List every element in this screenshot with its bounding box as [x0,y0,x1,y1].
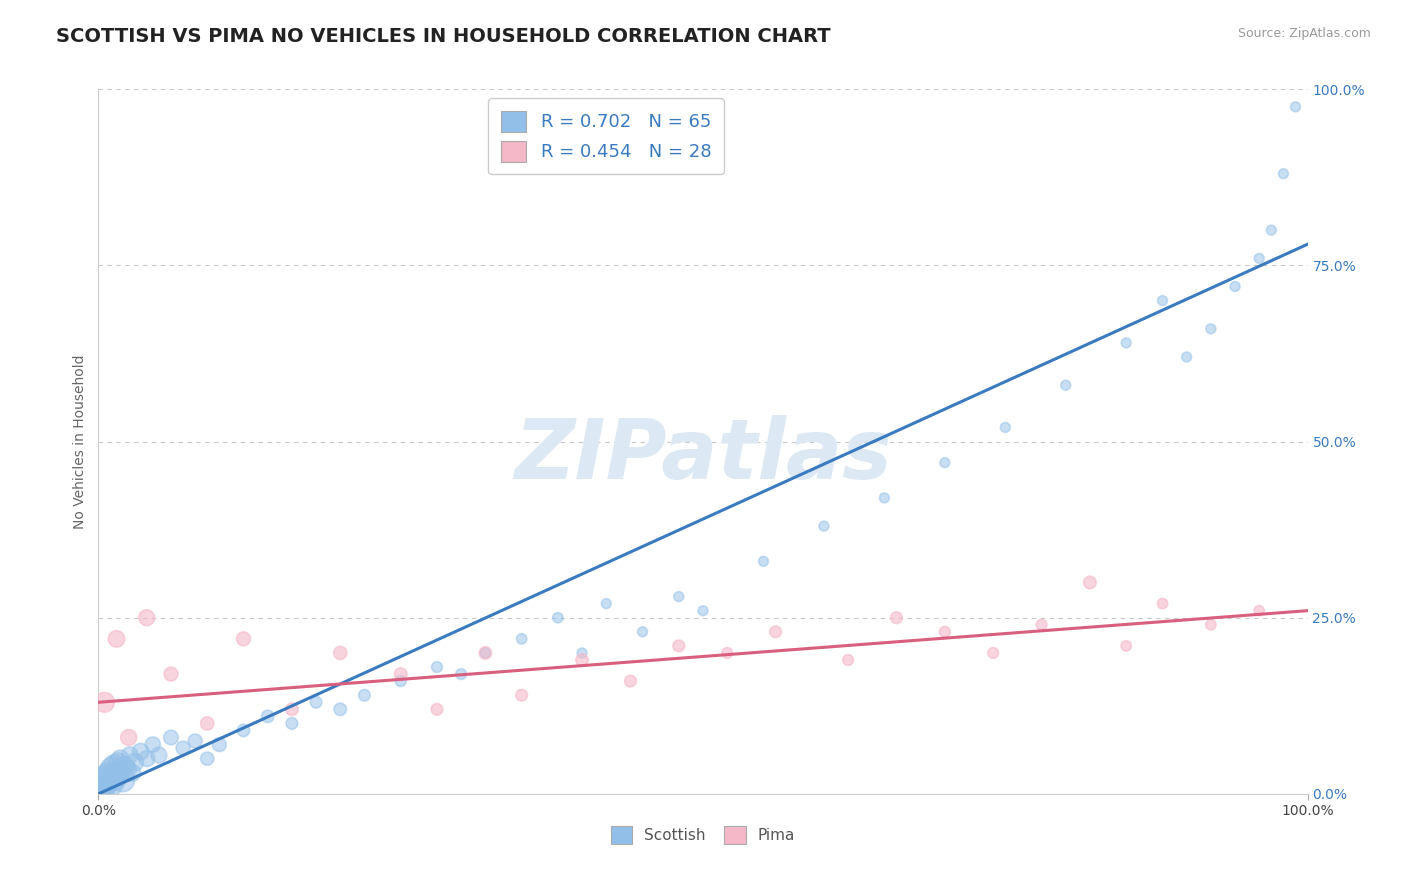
Point [510,632,533,646]
Point [426,660,449,674]
Point [93,695,115,709]
Point [510,688,533,702]
Point [100,776,122,790]
Point [474,646,496,660]
Point [668,639,690,653]
Point [1054,378,1077,392]
Legend: Scottish, Pima: Scottish, Pima [605,820,801,850]
Point [107,755,129,769]
Point [160,667,183,681]
Point [135,751,157,765]
Text: Source: ZipAtlas.com: Source: ZipAtlas.com [1237,27,1371,40]
Point [142,738,165,752]
Point [91,772,114,787]
Point [114,758,136,772]
Point [631,624,654,639]
Point [353,688,375,702]
Point [1152,293,1174,308]
Point [571,646,593,660]
Point [94,769,117,783]
Point [232,723,254,738]
Point [1249,604,1271,618]
Point [981,646,1004,660]
Point [108,769,131,783]
Point [195,716,218,731]
Point [98,772,121,787]
Point [837,653,859,667]
Y-axis label: No Vehicles in Household: No Vehicles in Household [73,354,87,529]
Point [765,624,787,639]
Point [124,755,146,769]
Point [716,646,738,660]
Point [329,702,352,716]
Point [886,610,908,624]
Point [450,667,472,681]
Point [172,741,194,756]
Point [934,456,956,470]
Point [426,702,449,716]
Point [305,695,328,709]
Point [118,748,141,763]
Point [1199,617,1222,632]
Text: ZIPatlas: ZIPatlas [515,415,891,496]
Point [1260,223,1282,237]
Point [117,762,139,776]
Text: SCOTTISH VS PIMA NO VEHICLES IN HOUSEHOLD CORRELATION CHART: SCOTTISH VS PIMA NO VEHICLES IN HOUSEHOL… [56,27,831,45]
Point [208,738,231,752]
Point [1115,335,1137,350]
Point [93,780,115,794]
Point [1031,617,1053,632]
Point [934,624,956,639]
Point [873,491,896,505]
Point [474,646,496,660]
Point [135,610,157,624]
Point [232,632,254,646]
Point [389,674,412,689]
Point [547,610,569,624]
Point [90,780,112,794]
Point [813,519,835,533]
Point [96,776,118,790]
Point [619,674,641,689]
Point [595,597,617,611]
Point [668,590,690,604]
Point [121,765,143,780]
Point [1078,575,1101,590]
Point [91,776,114,790]
Point [101,769,124,783]
Point [329,646,352,660]
Point [195,751,218,765]
Point [571,653,593,667]
Point [160,731,183,745]
Point [111,772,134,787]
Point [104,772,127,787]
Point [281,716,304,731]
Point [105,765,128,780]
Point [752,554,775,568]
Point [148,748,170,763]
Point [1223,279,1246,293]
Point [184,734,207,748]
Point [1152,597,1174,611]
Point [108,751,131,765]
Point [281,702,304,716]
Point [110,765,132,780]
Point [389,667,412,681]
Point [1115,639,1137,653]
Point [103,758,125,772]
Point [692,604,714,618]
Point [994,420,1017,434]
Point [256,709,278,723]
Point [105,632,128,646]
Point [118,731,141,745]
Point [100,762,122,776]
Point [1175,350,1198,364]
Point [1249,252,1271,266]
Point [1284,100,1306,114]
Point [1199,322,1222,336]
Point [1272,167,1295,181]
Point [97,765,120,780]
Point [129,745,152,759]
